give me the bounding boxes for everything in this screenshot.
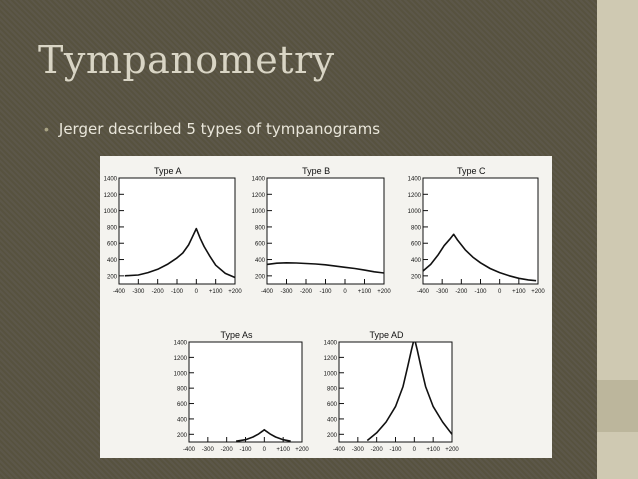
- x-tick-label: +200: [531, 289, 545, 295]
- y-tick-label: 800: [411, 225, 422, 231]
- y-tick-label: 1400: [252, 177, 266, 183]
- chart-title: Type AD: [369, 330, 404, 340]
- right-decorative-band: [597, 0, 638, 479]
- y-tick-label: 400: [107, 258, 118, 264]
- x-tick-label: -100: [474, 289, 487, 295]
- x-tick-label: +100: [426, 447, 440, 453]
- x-tick-label: -300: [132, 289, 145, 295]
- y-tick-label: 1200: [174, 356, 188, 362]
- y-tick-label: 1000: [252, 209, 266, 215]
- y-tick-label: 1400: [324, 341, 338, 347]
- y-tick-label: 800: [255, 225, 266, 231]
- chart-title: Type A: [154, 166, 182, 176]
- tympanogram-curve: [366, 341, 415, 442]
- y-tick-label: 1200: [104, 193, 118, 199]
- x-tick-label: -400: [333, 447, 346, 453]
- x-tick-label: -200: [300, 289, 313, 295]
- y-tick-label: 1000: [408, 209, 422, 215]
- y-tick-label: 200: [107, 274, 118, 280]
- x-tick-label: +100: [512, 289, 526, 295]
- y-tick-label: 200: [411, 274, 422, 280]
- tympanogram-curve: [422, 233, 537, 282]
- y-tick-label: 400: [177, 417, 188, 423]
- x-tick-label: -400: [183, 447, 196, 453]
- tympanogram-figure: Type A 1400 1200 1000 800 600 400 200 -400 -300 -2…: [100, 156, 552, 458]
- chart-frame: [266, 177, 385, 285]
- x-tick-label: +100: [209, 289, 223, 295]
- y-tick-label: 1000: [174, 371, 188, 377]
- x-tick-label: +200: [295, 447, 309, 453]
- x-tick-label: -300: [352, 447, 365, 453]
- y-tick-label: 400: [327, 417, 338, 423]
- y-tick-label: 600: [255, 242, 266, 248]
- tympanogram-curve: [414, 341, 453, 435]
- x-tick-label: -200: [221, 447, 234, 453]
- x-tick-label: -100: [389, 447, 402, 453]
- y-tick-label: 800: [177, 387, 188, 393]
- tympanogram-curve: [124, 227, 236, 279]
- x-tick-label: -300: [436, 289, 449, 295]
- y-tick-label: 1400: [408, 177, 422, 183]
- y-tick-label: 1000: [104, 209, 118, 215]
- y-tick-label: 800: [107, 225, 118, 231]
- x-tick-label: -100: [239, 447, 252, 453]
- right-band-accent: [597, 380, 638, 432]
- chart-title: Type As: [220, 330, 253, 340]
- x-tick-label: -100: [171, 289, 184, 295]
- x-tick-label: 0: [195, 289, 199, 295]
- y-tick-label: 1200: [324, 356, 338, 362]
- x-tick-label: -100: [319, 289, 332, 295]
- tympanogram-curve: [266, 262, 385, 274]
- y-tick-label: 800: [327, 387, 338, 393]
- x-tick-label: -400: [417, 289, 430, 295]
- chart-frame: [338, 341, 453, 443]
- chart-frame: [118, 177, 236, 285]
- x-tick-label: 0: [343, 289, 347, 295]
- y-tick-label: 400: [411, 258, 422, 264]
- slide-title: Tympanometry: [38, 38, 335, 82]
- x-tick-label: -300: [280, 289, 293, 295]
- y-tick-label: 200: [327, 433, 338, 439]
- x-tick-label: +200: [377, 289, 391, 295]
- x-tick-label: -200: [152, 289, 165, 295]
- x-tick-label: -200: [455, 289, 468, 295]
- chart-title: Type B: [302, 166, 330, 176]
- y-tick-label: 200: [255, 274, 266, 280]
- y-tick-label: 1000: [324, 371, 338, 377]
- tympanogram-curve: [235, 428, 291, 442]
- y-tick-label: 1200: [252, 193, 266, 199]
- x-tick-label: +200: [445, 447, 459, 453]
- y-tick-label: 600: [411, 242, 422, 248]
- x-tick-label: -400: [261, 289, 274, 295]
- y-tick-label: 400: [255, 258, 266, 264]
- bullet-item: • Jerger described 5 types of tympanogra…: [44, 120, 380, 138]
- chart-frame: [422, 177, 539, 285]
- chart-frame: [188, 341, 303, 443]
- x-tick-label: 0: [413, 447, 417, 453]
- x-tick-label: 0: [498, 289, 502, 295]
- y-tick-label: 1400: [174, 341, 188, 347]
- chart-title: Type C: [457, 166, 486, 176]
- y-tick-label: 600: [177, 402, 188, 408]
- y-tick-label: 1200: [408, 193, 422, 199]
- x-tick-label: -200: [371, 447, 384, 453]
- x-tick-label: +100: [276, 447, 290, 453]
- bullet-text: Jerger described 5 types of tympanograms: [58, 120, 381, 138]
- y-tick-label: 1400: [104, 177, 118, 183]
- bullet-marker-icon: •: [44, 121, 49, 137]
- y-tick-label: 200: [177, 433, 188, 439]
- x-tick-label: +200: [228, 289, 242, 295]
- y-tick-label: 600: [327, 402, 338, 408]
- x-tick-label: -300: [202, 447, 215, 453]
- x-tick-label: -400: [113, 289, 126, 295]
- x-tick-label: +100: [358, 289, 372, 295]
- y-tick-label: 600: [107, 242, 118, 248]
- x-tick-label: 0: [263, 447, 267, 453]
- tympanogram-charts: Type A 1400 1200 1000 800 600 400 200 -400 -300 -2…: [104, 166, 546, 453]
